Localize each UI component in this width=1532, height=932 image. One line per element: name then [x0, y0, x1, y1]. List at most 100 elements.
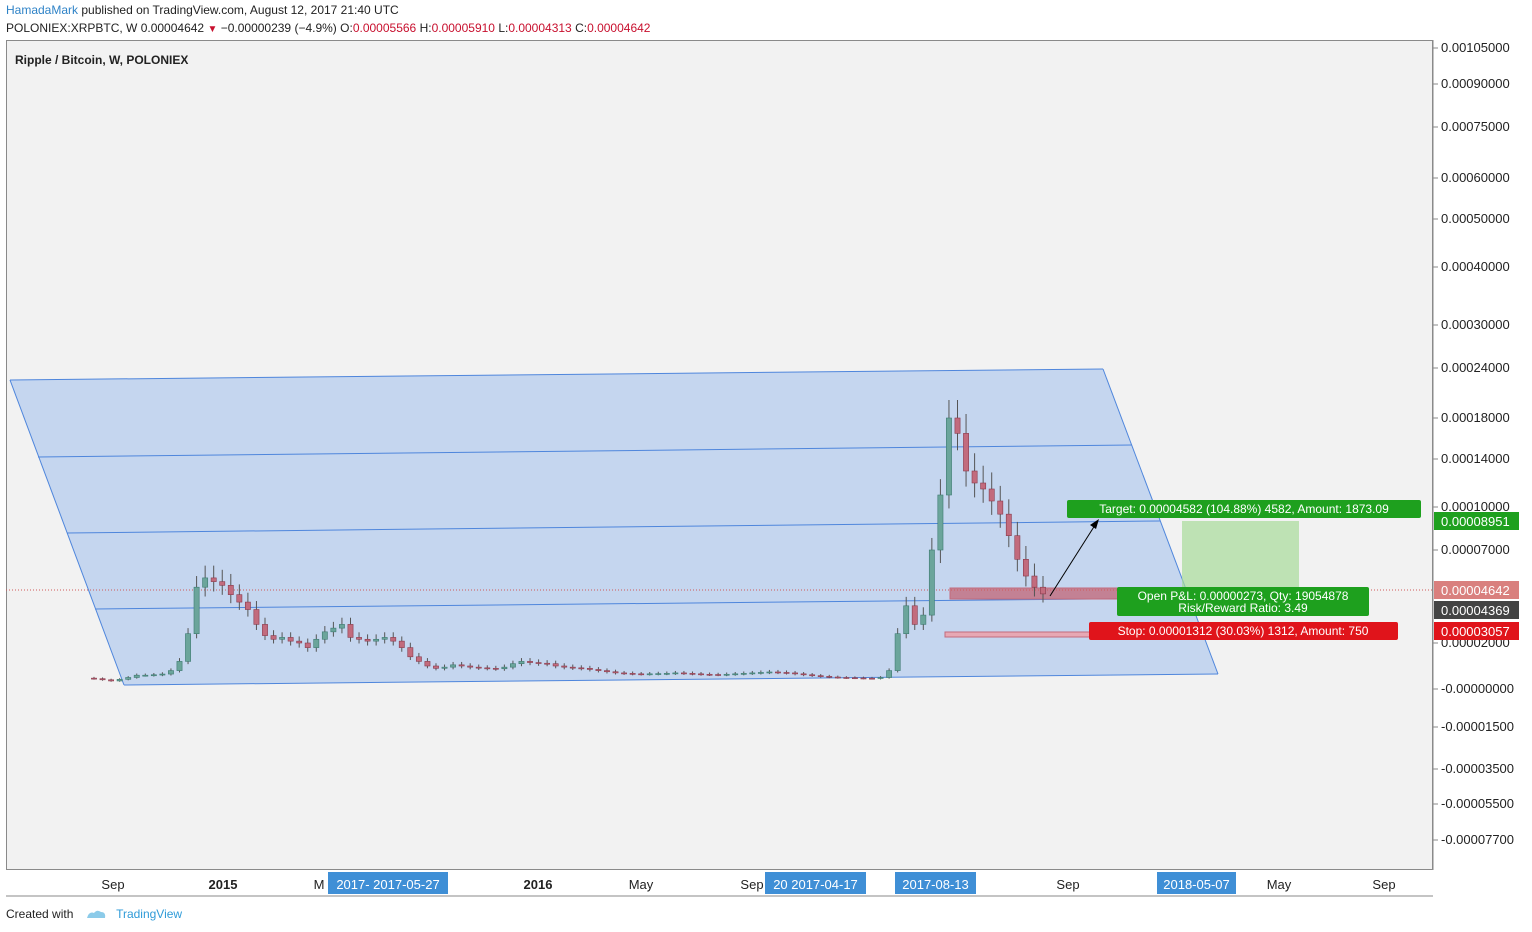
candle-body — [1040, 586, 1046, 595]
price-change: −0.00000239 (−4.9%) — [220, 21, 337, 35]
candle — [886, 668, 893, 679]
candle — [903, 596, 910, 639]
candle-body — [595, 669, 602, 671]
candle — [356, 632, 362, 644]
candle — [800, 671, 807, 677]
channel-line — [94, 597, 1190, 610]
candle-body — [535, 662, 542, 664]
candle-body — [946, 417, 952, 496]
stop-label-box — [1089, 622, 1398, 640]
candle-body — [749, 672, 756, 675]
y-tick-label: 0.00105000 — [1441, 40, 1510, 55]
y-tick-label: 0.00030000 — [1441, 317, 1510, 332]
candle — [775, 669, 781, 675]
candle — [834, 675, 841, 679]
candle-body — [997, 500, 1004, 515]
price-label: 0.00008951 — [1441, 514, 1510, 529]
candle — [467, 663, 474, 670]
x-tick-label: Sep — [1056, 877, 1079, 892]
date-label-box — [1157, 872, 1236, 894]
candle-body — [159, 673, 166, 676]
candle — [347, 617, 354, 642]
candle-body — [450, 664, 456, 668]
channel-edge — [9, 379, 125, 686]
candle — [373, 634, 380, 646]
candle — [150, 673, 157, 677]
y-tick-label: 0.00060000 — [1441, 170, 1510, 185]
channel-line — [66, 520, 1161, 534]
candle — [441, 664, 448, 671]
candle-body — [980, 482, 987, 490]
tradingview-logo-icon — [86, 910, 105, 918]
candle — [535, 659, 542, 666]
y-tick-label: 0.00018000 — [1441, 410, 1510, 425]
publish-line: HamadaMark published on TradingView.com,… — [6, 3, 399, 17]
y-tick-label: 0.00024000 — [1441, 360, 1510, 375]
candle-body — [475, 666, 482, 669]
candle-body — [638, 673, 645, 676]
candle — [877, 676, 884, 680]
candle-body — [646, 673, 653, 676]
candle-body — [458, 664, 465, 667]
candle — [450, 661, 456, 670]
x-tick-label: M — [314, 877, 325, 892]
candle-body — [569, 666, 576, 669]
candle — [980, 465, 987, 503]
candle-body — [809, 674, 816, 677]
candle-body — [210, 577, 217, 582]
candle — [424, 658, 431, 669]
y-tick-label: 0.00050000 — [1441, 211, 1510, 226]
author-link[interactable]: HamadaMark — [6, 3, 79, 17]
candle — [390, 632, 397, 646]
price-label-box — [1434, 512, 1519, 530]
footer: Created with TradingView — [6, 907, 182, 921]
candle-body — [313, 638, 320, 648]
candle — [715, 672, 722, 677]
candle — [757, 670, 764, 675]
candle — [783, 670, 790, 675]
candle — [928, 537, 935, 622]
candle-body — [244, 601, 251, 610]
candle-body — [723, 673, 730, 676]
candle — [920, 607, 927, 630]
candle-body — [937, 494, 944, 551]
candle-body — [928, 549, 935, 616]
candle-body — [544, 662, 551, 665]
candle — [227, 573, 234, 604]
candle-body — [834, 676, 841, 679]
candle-body — [817, 675, 824, 677]
candle-body — [150, 674, 157, 677]
stop-label: Stop: 0.00001312 (30.03%) 1312, Amount: … — [1118, 624, 1369, 638]
candle-body — [142, 674, 149, 677]
candle-body — [262, 624, 268, 636]
stop-zone — [944, 631, 1096, 638]
candle-body — [783, 672, 790, 674]
candle — [193, 576, 200, 639]
candle-body — [578, 667, 585, 670]
candle — [304, 638, 311, 652]
candle — [262, 617, 268, 641]
candle — [415, 652, 422, 665]
candle-body — [963, 433, 969, 472]
y-tick-label: 0.00007000 — [1441, 542, 1510, 557]
candle-body — [971, 470, 978, 484]
created-with-label: Created with — [6, 907, 74, 921]
price-label: 0.00003057 — [1441, 624, 1510, 639]
date-label: 20 2017-04-17 — [773, 877, 858, 892]
candle-body — [373, 638, 380, 642]
candle — [296, 636, 303, 648]
date-label: 2017-08-13 — [902, 877, 969, 892]
candle — [954, 400, 961, 451]
candle-body — [501, 666, 508, 670]
date-label: 2017- 2017-05-27 — [336, 877, 439, 892]
candle — [655, 671, 662, 676]
candle — [809, 673, 816, 677]
low-value: 0.00004313 — [508, 21, 572, 35]
candle-body — [1005, 513, 1012, 536]
tradingview-link[interactable]: TradingView — [116, 907, 183, 921]
candle — [433, 663, 439, 671]
price-label-box — [1434, 581, 1519, 599]
price-label: 0.00004642 — [1441, 583, 1510, 598]
open-value: 0.00005566 — [352, 21, 417, 35]
